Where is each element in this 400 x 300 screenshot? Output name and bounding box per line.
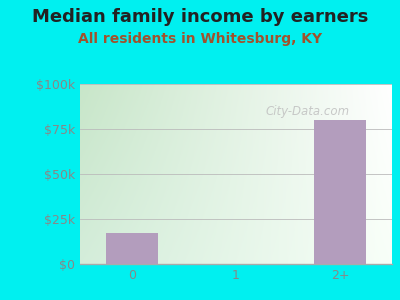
Bar <box>106 233 158 264</box>
Text: City-Data.com: City-Data.com <box>266 104 350 118</box>
Bar <box>314 120 366 264</box>
Text: Median family income by earners: Median family income by earners <box>32 8 368 26</box>
Text: All residents in Whitesburg, KY: All residents in Whitesburg, KY <box>78 32 322 46</box>
